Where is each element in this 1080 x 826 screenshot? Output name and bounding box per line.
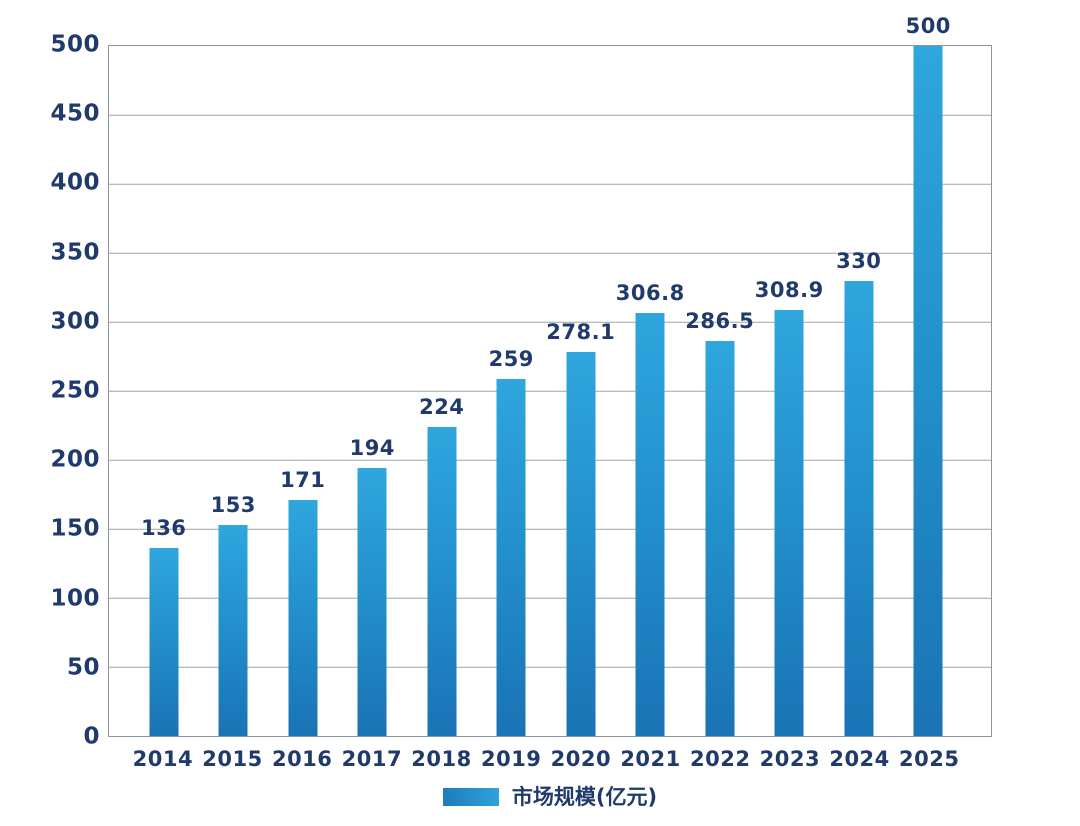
x-tick-label: 2018 — [411, 747, 472, 771]
bar-value-label: 194 — [349, 436, 395, 461]
gridline — [109, 666, 991, 668]
legend-label: 市场规模(亿元) — [511, 784, 658, 809]
bar — [913, 46, 943, 736]
y-tick-label: 200 — [50, 446, 100, 473]
bar-value-label: 224 — [419, 394, 465, 419]
bar-slot: 171 — [268, 46, 338, 736]
bar-slot: 286.5 — [685, 46, 755, 736]
bar — [427, 426, 457, 736]
bars-row: 136 153 171 194 224 259 278.1 306.8 286.5 308.9 33… — [109, 16, 991, 736]
bar-slot: 308.9 — [755, 46, 825, 736]
bar — [218, 524, 248, 736]
bar-slot: 330 — [824, 46, 894, 736]
y-tick-label: 250 — [50, 377, 100, 404]
x-tick-label: 2019 — [480, 747, 542, 771]
bar-value-label: 259 — [488, 346, 534, 371]
gridline — [109, 252, 991, 254]
legend: 市场规模(亿元) — [108, 784, 992, 810]
bar-value-label: 286.5 — [685, 308, 755, 333]
bar-slot: 278.1 — [546, 46, 616, 736]
x-tick-label: 2016 — [271, 747, 333, 771]
bar — [288, 500, 318, 736]
bar-value-label: 330 — [836, 248, 882, 273]
bar-value-label: 306.8 — [615, 280, 685, 305]
gridline — [109, 390, 991, 392]
x-tick-label: 2022 — [689, 747, 751, 771]
gridline — [109, 459, 991, 461]
bar-value-label: 308.9 — [754, 277, 824, 302]
bar-value-label: 171 — [280, 468, 326, 493]
y-tick-label: 500 — [50, 31, 100, 58]
bar-slot: 224 — [407, 46, 477, 736]
x-tick-label: 2023 — [759, 747, 821, 771]
y-tick-label: 100 — [50, 585, 100, 612]
x-tick-label: 2024 — [829, 747, 890, 771]
y-axis: 0 50 100 150 200 250 300 350 400 450 500 — [0, 33, 100, 748]
gridline — [109, 321, 991, 323]
x-tick-label: 2021 — [620, 747, 681, 771]
bar-slot: 259 — [477, 46, 547, 736]
bar-value-label: 278.1 — [546, 320, 616, 345]
y-tick-label: 350 — [50, 239, 100, 266]
y-tick-label: 300 — [50, 308, 100, 335]
plot-area: 136 153 171 194 224 259 278.1 306.8 286.5 308.9 33… — [108, 16, 992, 737]
y-tick-label: 150 — [50, 515, 100, 542]
bar — [705, 340, 735, 736]
y-tick-label: 0 — [83, 723, 100, 750]
bar-slot: 306.8 — [616, 46, 686, 736]
bar — [774, 309, 804, 736]
bar-slot: 136 — [129, 46, 199, 736]
bar — [357, 468, 387, 736]
y-tick-label: 400 — [50, 169, 100, 196]
bar-slot: 500 — [894, 16, 964, 736]
gridline — [109, 114, 991, 116]
bar-slot: 153 — [199, 46, 269, 736]
bar-slot: 194 — [338, 46, 408, 736]
x-tick-label: 2014 — [132, 747, 194, 771]
x-tick-label: 2020 — [550, 747, 612, 771]
x-tick-label: 2025 — [899, 747, 960, 771]
bar — [635, 312, 665, 736]
legend-swatch-icon — [442, 788, 499, 806]
y-tick-label: 50 — [66, 654, 100, 681]
gridline — [109, 183, 991, 185]
gridline — [109, 528, 991, 530]
y-tick-label: 450 — [50, 100, 100, 127]
bar — [844, 280, 874, 736]
bar-value-label: 136 — [141, 516, 187, 541]
x-tick-label: 2017 — [341, 747, 403, 771]
x-tick-label: 2015 — [202, 747, 263, 771]
bar — [566, 352, 596, 736]
bar — [149, 548, 179, 736]
gridline — [109, 597, 991, 599]
bar-value-label: 153 — [210, 492, 256, 517]
bar — [496, 378, 526, 736]
bar-value-label: 500 — [905, 14, 951, 38]
x-axis: 2014 2015 2016 2017 2018 2019 2020 2021 2022 2023… — [108, 744, 992, 774]
